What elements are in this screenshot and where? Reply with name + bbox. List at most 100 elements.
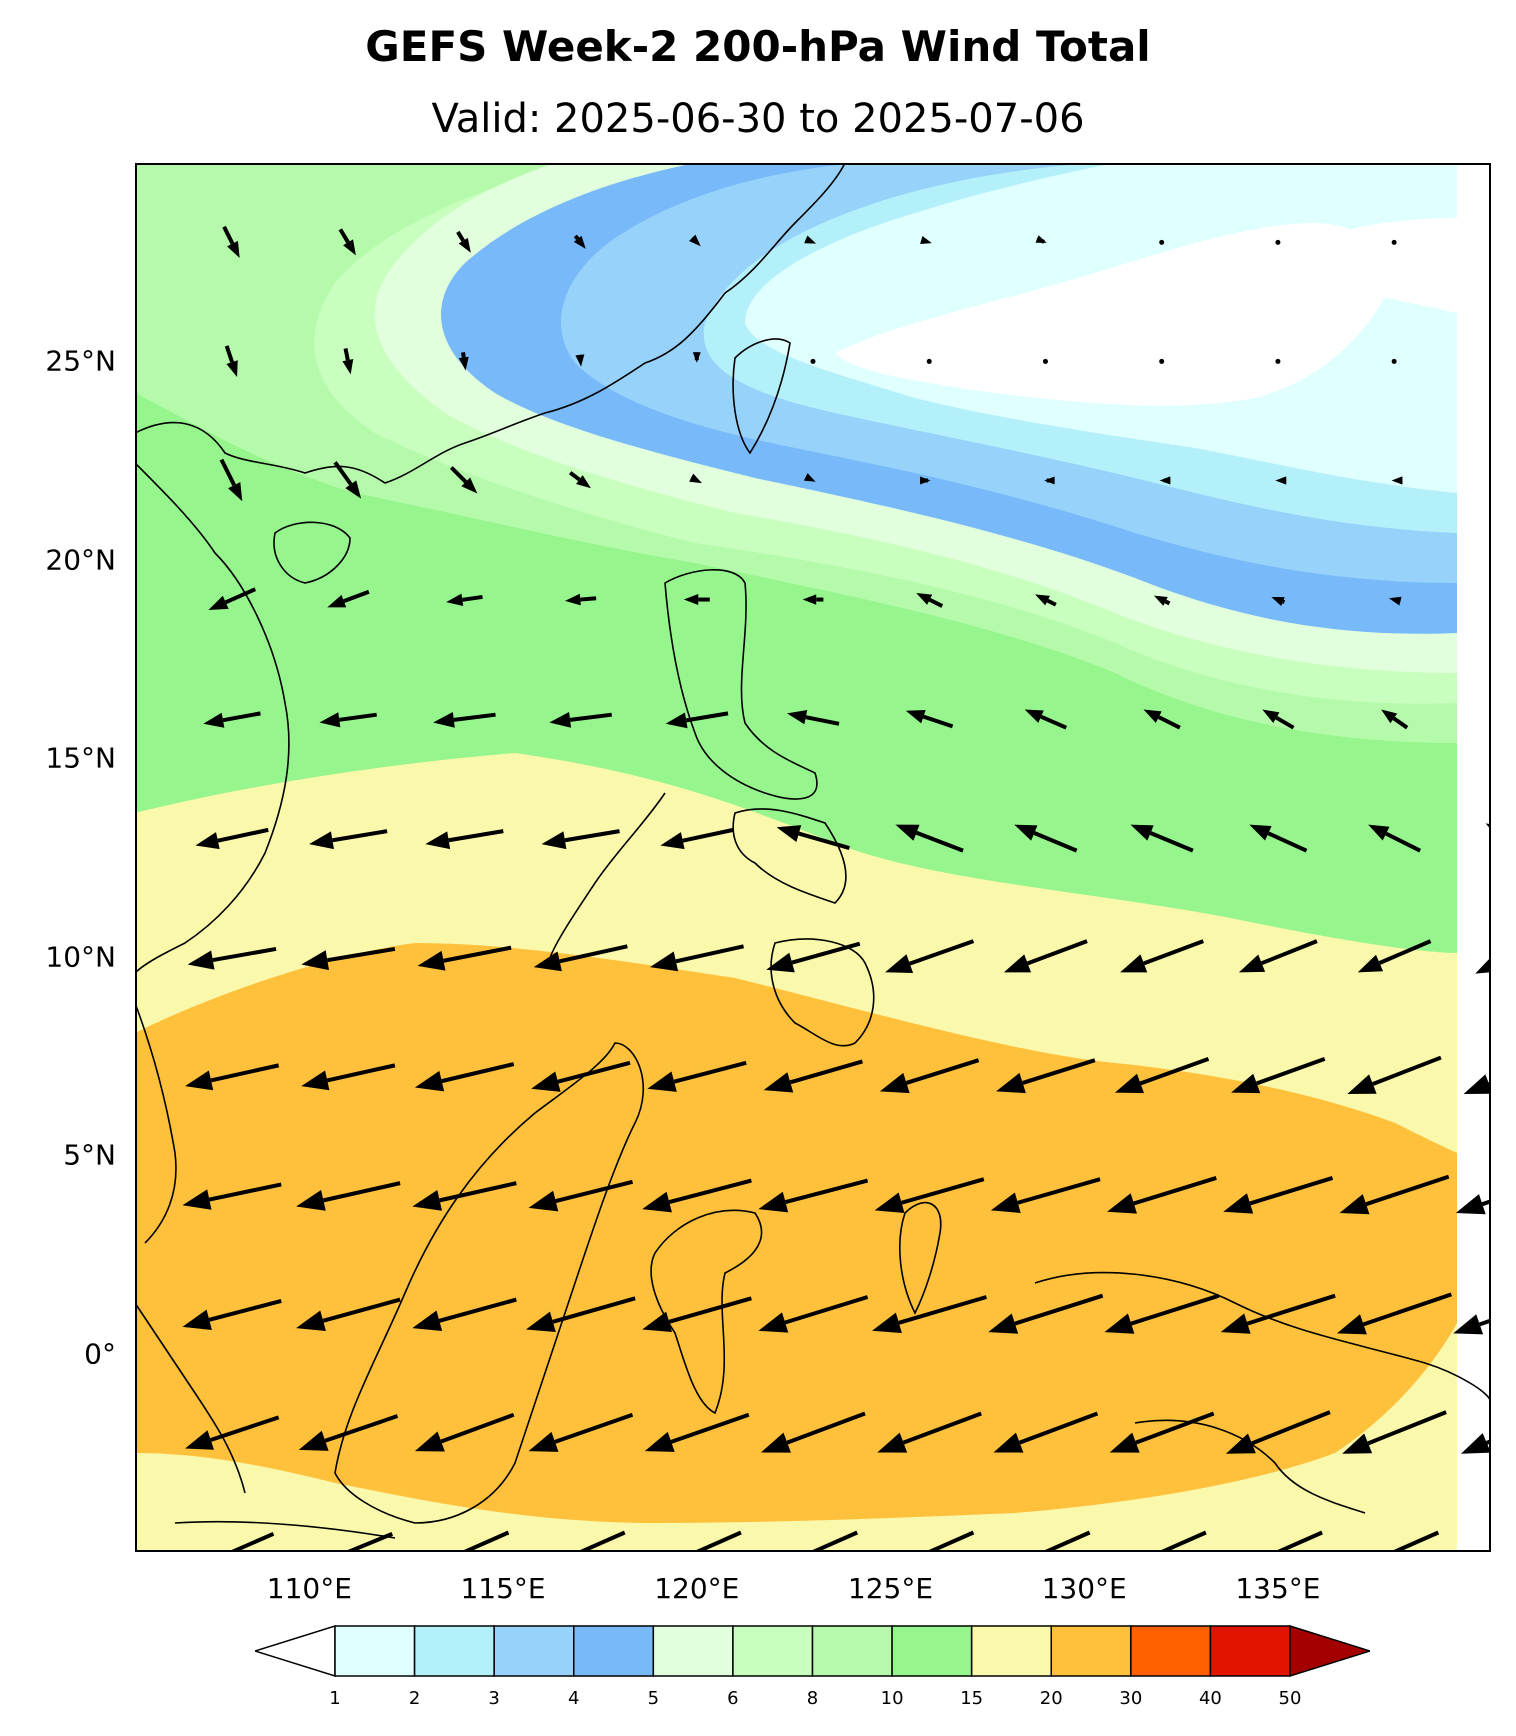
coast-sulawesi — [650, 1209, 763, 1415]
colorbar-tick-label: 50 — [1278, 1688, 1302, 1709]
wind-vector — [1460, 1433, 1491, 1454]
wind-vector — [879, 1058, 980, 1094]
wind-vector — [1014, 824, 1078, 853]
wind-vector — [1035, 235, 1047, 244]
wind-vector — [644, 1412, 750, 1452]
wind-vector — [1225, 1410, 1331, 1454]
wind-vector — [1107, 1176, 1217, 1214]
coast-visayas — [732, 808, 847, 904]
chart-title: GEFS Week-2 200-hPa Wind Total — [365, 22, 1151, 71]
wind-vector — [1342, 1410, 1447, 1454]
wind-vector — [1357, 939, 1432, 973]
wind-vector — [458, 352, 469, 371]
wind-vector — [1104, 1293, 1220, 1334]
wind-vector — [920, 476, 931, 485]
coast-halmahera — [899, 1201, 942, 1315]
wind-vector — [1275, 358, 1281, 364]
wind-vector — [649, 944, 745, 972]
wind-vector — [528, 1412, 634, 1452]
wind-vector — [456, 230, 471, 253]
wind-vector — [1262, 709, 1295, 730]
lon-tick-label: 110°E — [266, 1572, 352, 1605]
colorbar-tick-label: 4 — [568, 1688, 580, 1709]
wind-vector — [1339, 1174, 1450, 1215]
coast-hainan — [273, 521, 351, 584]
colorbar-tick-label: 8 — [806, 1688, 819, 1709]
band-under-1-east — [1305, 218, 1457, 313]
wind-vector — [327, 589, 370, 608]
coast-palawan — [549, 792, 666, 959]
wind-vector — [642, 1178, 752, 1213]
wind-vector — [412, 1297, 517, 1332]
wind-vector — [1271, 596, 1286, 606]
wind-vector — [309, 829, 388, 850]
wind-vector — [1347, 1055, 1442, 1094]
wind-vector — [182, 1298, 282, 1331]
wind-vector — [333, 461, 362, 499]
colorbar-under-triangle — [255, 1624, 336, 1678]
wind-vector — [1223, 1176, 1334, 1214]
wind-vector — [763, 1059, 863, 1093]
map-panel — [135, 163, 1491, 1552]
wind-vector — [531, 1060, 631, 1092]
colorbar-tick-label: 5 — [647, 1688, 660, 1709]
speed-shading — [135, 163, 1457, 1552]
wind-vector — [874, 1177, 985, 1213]
wind-vector — [1003, 939, 1088, 973]
coast-vietnam — [135, 462, 290, 974]
coast-malay-peninsula — [135, 1002, 177, 1244]
wind-vector — [338, 228, 356, 256]
wind-vector — [1114, 1056, 1210, 1094]
wind-vector — [533, 944, 628, 972]
wind-vector — [187, 946, 277, 970]
colorbar-segment — [493, 1625, 575, 1677]
wind-vector — [758, 1295, 869, 1333]
wind-vector — [414, 1412, 515, 1452]
wind-vector — [298, 1414, 399, 1451]
wind-vector — [568, 471, 591, 489]
wind-vector — [1381, 709, 1409, 730]
wind-vector — [1249, 824, 1308, 853]
wind-vector — [1275, 239, 1281, 245]
chart-subtitle: Valid: 2025-06-30 to 2025-07-06 — [431, 96, 1085, 142]
colorbar-tick-label: 10 — [880, 1688, 904, 1709]
colorbar-segment — [573, 1625, 655, 1677]
wind-vector — [660, 827, 734, 850]
wind-vector — [449, 466, 478, 494]
wind-vector — [916, 593, 944, 608]
lon-tick-label: 135°E — [1235, 1572, 1321, 1605]
lat-tick-label: 25°N — [45, 344, 116, 378]
wind-vector — [1120, 939, 1204, 973]
wind-vector — [301, 946, 396, 971]
wind-vector — [182, 1182, 282, 1210]
wind-vector — [665, 711, 729, 729]
wind-vector — [1391, 476, 1403, 485]
wind-vector — [1391, 358, 1397, 364]
colorbar-segment — [1209, 1625, 1291, 1677]
coast-new-guinea — [1034, 1271, 1491, 1514]
wind-vector — [642, 1296, 752, 1333]
wind-vector — [446, 593, 483, 606]
colorbar-over-triangle — [1289, 1624, 1370, 1678]
wind-vector — [1336, 1292, 1452, 1335]
coast-luzon — [664, 569, 818, 800]
wind-vector — [1024, 709, 1068, 730]
lon-tick-label: 125°E — [847, 1572, 934, 1605]
colorbar-segment — [652, 1625, 734, 1677]
wind-vector — [1220, 1293, 1336, 1334]
wind-vector — [689, 473, 702, 484]
wind-vector — [1159, 239, 1165, 245]
wind-vector — [541, 829, 620, 850]
wind-vector — [425, 829, 504, 850]
wind-vector — [877, 1411, 982, 1453]
wind-vector — [342, 348, 354, 375]
wind-vector — [1275, 476, 1287, 485]
wind-vector — [185, 1415, 280, 1450]
colorbar-segment — [1050, 1625, 1132, 1677]
wind-vector — [414, 1062, 515, 1092]
wind-vector — [872, 1295, 987, 1334]
wind-vector — [1453, 1314, 1491, 1335]
wind-vector — [1368, 824, 1422, 853]
lat-tick-label: 20°N — [45, 543, 116, 577]
colorbar-segment — [334, 1625, 416, 1677]
